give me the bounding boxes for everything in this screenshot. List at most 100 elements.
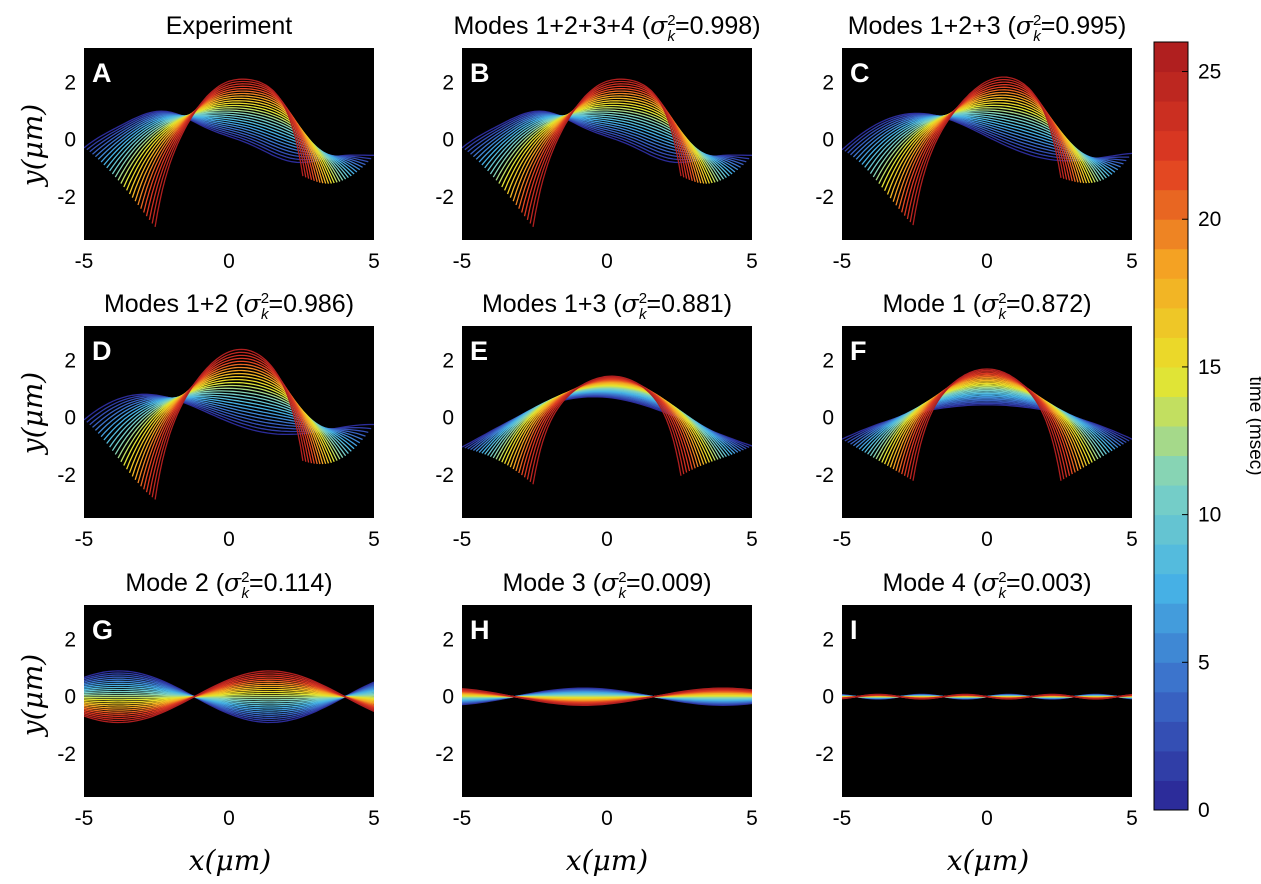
colorbar-cell (1154, 485, 1188, 516)
plot-area (842, 48, 1132, 240)
series-line-t12 (84, 695, 374, 699)
series-line-t25 (154, 78, 304, 228)
colorbar-cell (1154, 632, 1188, 663)
y-tick-label: 2 (442, 71, 454, 94)
y-tick-label: 2 (822, 71, 834, 94)
series-line-t20 (84, 680, 374, 713)
colorbar-cell (1154, 691, 1188, 722)
y-tick-label: -2 (435, 464, 454, 487)
colorbar-cell (1154, 160, 1188, 191)
panel-a: A Experiment -5 0 5 -2 0 2 (57, 12, 380, 273)
series-line-t22 (903, 372, 1071, 476)
plot-area (462, 326, 752, 518)
panel-letter: B (470, 58, 490, 88)
colorbar-cell (1154, 662, 1188, 693)
colorbar-label: time (msec) (1245, 376, 1261, 475)
series-line-t14 (881, 384, 1093, 463)
colorbar-ticks: 0 5 10 15 20 25 (1182, 61, 1221, 822)
y-tick-label: -2 (815, 743, 834, 766)
series-lines (462, 78, 752, 228)
series-line-t21 (521, 378, 693, 476)
colorbar-cell (1154, 366, 1188, 397)
colorbar-cell (1154, 101, 1188, 132)
series-line-t0 (84, 670, 374, 724)
colorbar-tick-label: 5 (1198, 651, 1210, 674)
panel-title: Mode 2 (σ2 k=0.114) (125, 568, 332, 602)
y-tick-label: -2 (57, 186, 76, 209)
x-tick-label: -5 (833, 250, 852, 273)
series-line-t18 (512, 381, 702, 470)
x-tick-label: -5 (833, 807, 852, 830)
series-line-t16 (84, 688, 374, 705)
panel-letter: D (92, 336, 112, 366)
x-axis-label-col1: x(μm) (189, 844, 271, 877)
y-tick-label: -2 (435, 186, 454, 209)
plot-area (842, 605, 1132, 797)
y-axis-label-row1: y(μm) (16, 104, 49, 188)
panel-b: B Modes 1+2+3+4 (σ2 k=0.998) -5 0 5 -2 0 2 (435, 11, 760, 273)
series-line-t23 (906, 371, 1068, 478)
series-line-t18 (892, 378, 1082, 470)
colorbar-cell (1154, 219, 1188, 250)
x-tick-label: 0 (981, 528, 993, 551)
colorbar-cell (1154, 750, 1188, 781)
colorbar-cell (1154, 426, 1188, 457)
panel-title: Mode 4 (σ2 k=0.003) (882, 568, 1091, 602)
x-tick-label: 5 (1126, 528, 1138, 551)
series-line-t4 (84, 678, 374, 715)
colorbar-tick-label: 0 (1198, 799, 1210, 822)
panel-c: C Modes 1+2+3 (σ2 k=0.995) -5 0 5 -2 0 2 (815, 11, 1138, 273)
y-tick-label: 2 (64, 349, 76, 372)
y-tick-label: 2 (442, 628, 454, 651)
y-tick-label: 0 (64, 129, 76, 152)
panel-letter: E (470, 336, 488, 366)
x-tick-label: 0 (223, 250, 235, 273)
series-lines (84, 78, 374, 228)
colorbar-cell (1154, 514, 1188, 545)
series-line-t19 (84, 682, 374, 711)
panel-e: E Modes 1+3 (σ2 k=0.881) -5 0 5 -2 0 2 (435, 289, 758, 551)
colorbar-cell (1154, 721, 1188, 752)
x-tick-label: 5 (368, 250, 380, 273)
panel-i: I Mode 4 (σ2 k=0.003) -5 0 5 -2 0 2 (815, 568, 1138, 830)
series-line-t24 (84, 672, 374, 722)
colorbar-tick-label: 20 (1198, 208, 1221, 231)
x-tick-label: -5 (75, 250, 94, 273)
x-tick-label: 5 (746, 528, 758, 551)
panel-letter: G (92, 615, 113, 645)
y-axis-label-row2: y(μm) (16, 372, 49, 456)
colorbar-cell (1154, 42, 1188, 73)
series-line-t23 (526, 377, 688, 480)
series-line-t12 (875, 386, 1099, 460)
y-tick-label: -2 (57, 743, 76, 766)
series-line-t18 (84, 684, 374, 709)
colorbar-frame (1153, 41, 1189, 811)
colorbar-tick-label: 15 (1198, 356, 1221, 379)
panel-f: F Mode 1 (σ2 k=0.872) -5 0 5 -2 0 2 (815, 289, 1138, 551)
colorbar-cell (1154, 780, 1188, 811)
colorbar: 0 5 10 15 20 25 time (msec) (1153, 41, 1261, 822)
colorbar-cell (1154, 603, 1188, 634)
series-lines (84, 670, 374, 724)
x-tick-label: 5 (1126, 807, 1138, 830)
panel-title: Mode 1 (σ2 k=0.872) (882, 289, 1091, 323)
panel-letter: A (92, 58, 112, 88)
x-axis-label-col2: x(μm) (566, 844, 648, 877)
series-line-t17 (84, 686, 374, 707)
x-tick-label: -5 (453, 250, 472, 273)
colorbar-cell (1154, 278, 1188, 309)
y-tick-label: 0 (442, 129, 454, 152)
series-line-t3 (84, 676, 374, 717)
series-line-t22 (84, 676, 374, 717)
colorbar-cell (1154, 189, 1188, 220)
x-tick-label: 0 (601, 807, 613, 830)
x-tick-label: -5 (453, 528, 472, 551)
series-line-t19 (895, 376, 1079, 471)
series-line-t25 (532, 375, 682, 485)
y-tick-label: 0 (442, 407, 454, 430)
series-line-t13 (84, 695, 374, 699)
y-tick-label: -2 (57, 464, 76, 487)
y-tick-label: 2 (64, 628, 76, 651)
